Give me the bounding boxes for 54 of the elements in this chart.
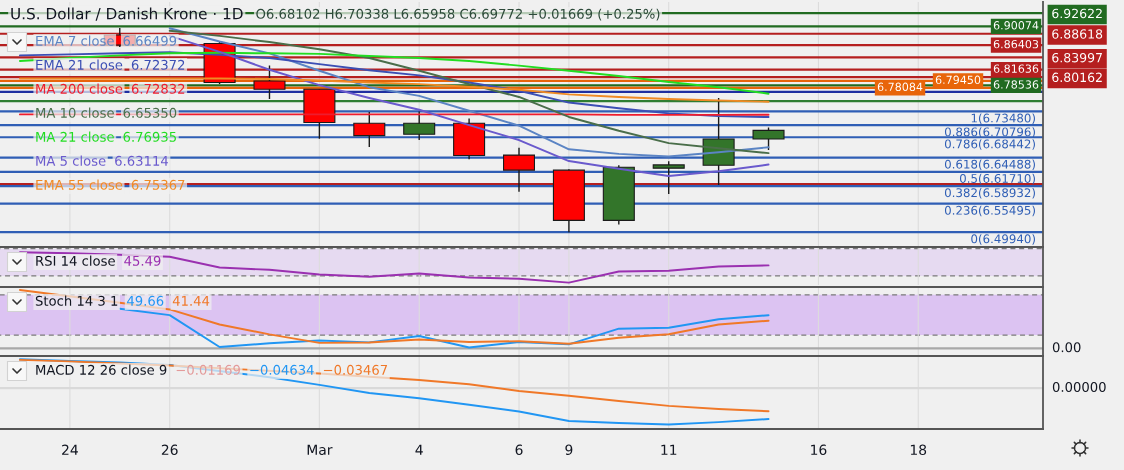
chart-subtitle: O6.68102 H6.70338 L6.65958 C6.69772 +0.01669 (+0.25%) [256,8,660,21]
text: MA 5 close [36,155,106,166]
ref-line-label: 0.00000 [1052,381,1106,392]
y-tick-label: 6.92622 [1052,8,1102,19]
annotation: 0.5(6.61710) [959,173,1035,185]
series-label: MA 200 close [36,83,123,94]
annotation: 6.63114 [115,155,168,166]
annotation: 49.66 [127,295,164,306]
y-tick-label: 6.83997 [1052,52,1102,63]
x-tick-label: 18 [910,444,927,456]
text: MA 21 close [36,131,114,142]
annotation: −0.01169 [176,364,240,375]
chart-title: RSI 14 close [36,255,115,266]
annotation: −0.03467 [323,364,388,375]
chart-title: MACD 12 26 close 9 [36,364,167,375]
annotation: 6.72832 [131,83,185,94]
ref-line-label: 6.78084 [877,82,923,92]
text: EMA 7 close [36,35,114,46]
ref-line-label: 6.86403 [993,39,1039,49]
chart-title: Stoch 14 3 1 [35,295,118,306]
ref-line-label: 6.81636 [993,64,1039,73]
x-tick-label: 24 [62,444,78,455]
annotation: 6.65350 [123,107,177,118]
ref-line-label: 6.78536 [993,80,1039,89]
annotation: 0.236(6.55495) [944,205,1035,217]
text: EMA 55 close [36,179,123,190]
x-tick-label: 9 [565,444,573,456]
text: MA 10 close [36,107,114,118]
annotation: 6.76935 [123,131,176,142]
chart-title: U.S. Dollar / Danish Krone · 1D [11,7,243,21]
annotation: 45.49 [124,255,161,266]
annotation: 6.66499 [123,35,177,46]
x-tick-label: 6 [515,444,523,456]
x-tick-label: 11 [661,444,677,455]
x-tick-label: 26 [161,444,178,456]
x-tick-label: 4 [415,444,423,455]
x-tick-label: 16 [811,444,827,456]
y-tick-label: 6.80162 [1052,72,1102,83]
series-label: EMA 21 close [36,59,123,70]
annotation: 0.886(6.70796) [944,127,1035,138]
annotation: 0.382(6.58932) [944,188,1035,199]
annotation: 6.72372 [131,59,185,70]
ref-line-label: 0.00 [1052,342,1081,353]
annotation: 41.44 [172,296,210,306]
y-tick-label: 6.88618 [1052,29,1103,39]
annotation: 6.75367 [131,179,185,190]
annotation: 1(6.73480) [971,113,1035,124]
ref-line-label: 6.79450 [935,75,981,85]
x-tick-label: Mar [307,444,333,456]
annotation: 0.786(6.68442) [944,139,1035,150]
ref-line-label: 6.90074 [993,21,1039,30]
annotation: −0.04634 [250,364,314,375]
annotation: 0(6.49940) [971,234,1035,245]
annotation: 0.618(6.64488) [944,159,1035,171]
